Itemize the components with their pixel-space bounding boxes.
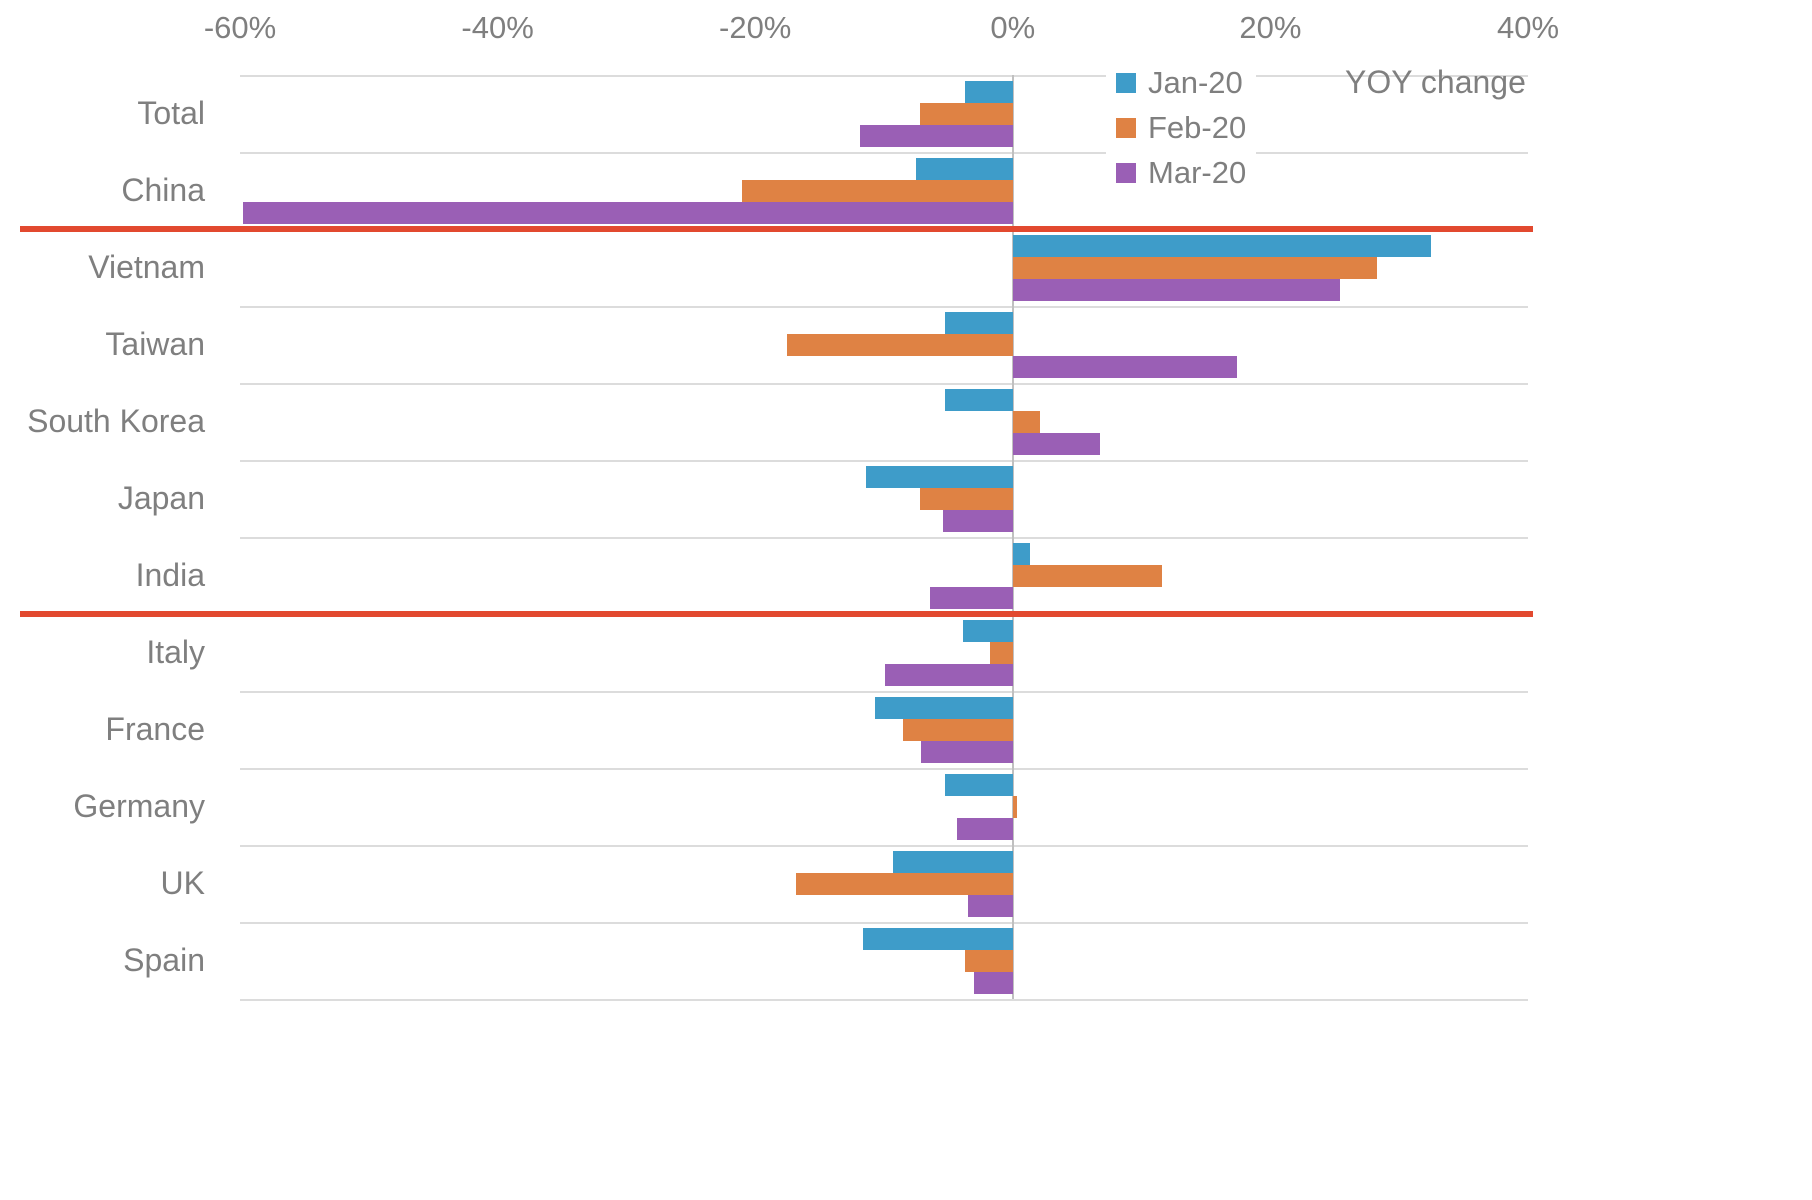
x-tick-label-0-: 0% — [990, 10, 1036, 45]
bar-feb-20-india — [1012, 564, 1163, 587]
x-tick-label-40-: 40% — [1496, 10, 1560, 45]
bar-feb-20-spain — [965, 949, 1013, 972]
row-gridline — [240, 383, 1528, 385]
bar-jan-20-germany — [944, 773, 1013, 796]
bar-jan-20-france — [874, 696, 1013, 719]
bar-jan-20-spain — [863, 927, 1013, 950]
row-gridline — [240, 537, 1528, 539]
legend-swatch-feb-20 — [1116, 118, 1136, 138]
row-gridline — [240, 306, 1528, 308]
bar-feb-20-china — [742, 179, 1013, 202]
bar-mar-20-italy — [885, 663, 1013, 686]
bar-jan-20-china — [916, 157, 1013, 180]
bar-feb-20-italy — [989, 641, 1013, 664]
bar-mar-20-india — [930, 586, 1013, 609]
bar-mar-20-total — [859, 124, 1013, 147]
category-label-italy: Italy — [146, 634, 205, 670]
row-gridline — [240, 768, 1528, 770]
bar-feb-20-germany — [1012, 795, 1017, 818]
row-gridline — [240, 152, 1528, 154]
bar-feb-20-south-korea — [1012, 410, 1040, 433]
bar-jan-20-uk — [893, 850, 1013, 873]
yoy-change-label: YOY change — [1345, 64, 1526, 100]
bar-mar-20-germany — [957, 817, 1013, 840]
bar-jan-20-vietnam — [1012, 234, 1432, 257]
plot-area — [240, 75, 1528, 1001]
bar-mar-20-spain — [974, 971, 1013, 994]
bottom-gridline — [240, 999, 1528, 1001]
bar-jan-20-japan — [865, 465, 1013, 488]
bar-mar-20-taiwan — [1012, 355, 1237, 378]
category-label-france: France — [105, 711, 205, 747]
x-axis: -60% -40% -20% 0% 20% 40% — [204, 0, 1559, 70]
row-gridline — [240, 691, 1528, 693]
x-tick-label--40-: -40% — [461, 10, 534, 45]
zero-axis-line — [1011, 75, 1014, 999]
bar-feb-20-france — [903, 718, 1013, 741]
category-label-japan: Japan — [117, 480, 205, 516]
bar-feb-20-total — [920, 102, 1013, 125]
category-label-total: Total — [137, 95, 205, 131]
bar-jan-20-italy — [962, 619, 1013, 642]
legend-label-mar-20: Mar-20 — [1148, 155, 1247, 190]
bar-jan-20-india — [1012, 542, 1030, 565]
x-tick-label--60-: -60% — [203, 10, 277, 45]
separator-line-after-china — [20, 226, 1533, 232]
x-tick-label--20-: -20% — [719, 10, 792, 45]
bar-mar-20-vietnam — [1012, 278, 1340, 301]
bar-jan-20-taiwan — [944, 311, 1013, 334]
bar-jan-20-total — [965, 80, 1013, 103]
row-gridline — [240, 460, 1528, 462]
category-label-vietnam: Vietnam — [88, 249, 205, 285]
legend-item-jan-20: Jan-20 — [1116, 62, 1246, 104]
bar-feb-20-japan — [920, 487, 1013, 510]
bar-mar-20-japan — [943, 509, 1013, 532]
category-label-south-korea: South Korea — [27, 403, 205, 439]
bar-mar-20-uk — [967, 894, 1013, 917]
category-label-uk: UK — [160, 865, 205, 901]
bar-mar-20-france — [921, 740, 1013, 763]
category-label-spain: Spain — [123, 942, 205, 978]
legend-swatch-mar-20 — [1116, 163, 1136, 183]
bar-feb-20-taiwan — [787, 333, 1013, 356]
legend-item-mar-20: Mar-20 — [1116, 152, 1246, 194]
legend-label-feb-20: Feb-20 — [1148, 110, 1247, 145]
separator-line-after-india — [20, 611, 1533, 617]
category-label-china: China — [121, 172, 205, 208]
category-label-taiwan: Taiwan — [105, 326, 205, 362]
row-gridline — [240, 845, 1528, 847]
bar-jan-20-south-korea — [944, 388, 1013, 411]
category-label-india: India — [135, 557, 205, 593]
bar-feb-20-vietnam — [1012, 256, 1378, 279]
legend-label-jan-20: Jan-20 — [1148, 65, 1243, 100]
x-tick-label-20-: 20% — [1239, 10, 1302, 45]
row-gridline — [240, 75, 1528, 77]
bar-mar-20-south-korea — [1012, 432, 1101, 455]
legend-swatch-jan-20 — [1116, 73, 1136, 93]
category-label-germany: Germany — [73, 788, 205, 824]
bar-feb-20-uk — [796, 872, 1013, 895]
row-gridline — [240, 922, 1528, 924]
legend-item-feb-20: Feb-20 — [1116, 107, 1246, 149]
legend: Jan-20 Feb-20 Mar-20 — [1106, 60, 1257, 196]
bar-mar-20-china — [242, 201, 1013, 224]
